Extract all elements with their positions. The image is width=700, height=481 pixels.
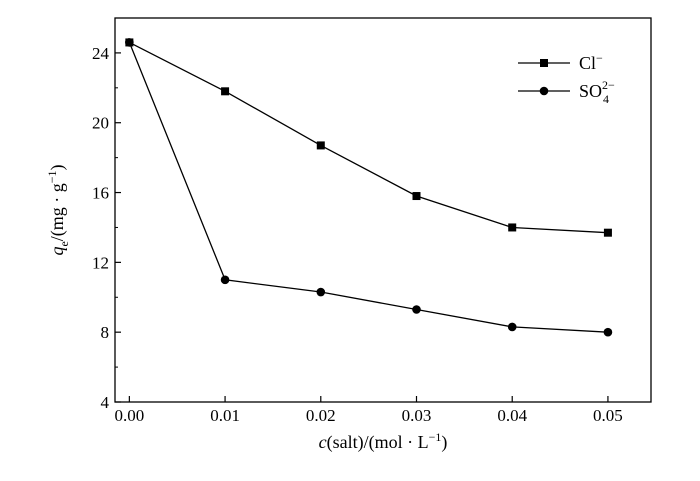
x-tick-label: 0.00 (114, 406, 144, 425)
legend: Cl− SO42− (518, 51, 615, 106)
data-point-so4 (316, 287, 326, 297)
legend-label-cl: Cl− (579, 51, 603, 73)
series-line-so4 (128, 42, 608, 333)
series-layer (125, 38, 613, 337)
data-point-so4 (220, 275, 230, 285)
y-tick-label: 20 (92, 114, 109, 133)
y-axis-ticks: 4 8 12 16 20 24 (92, 17, 121, 412)
legend-marker-so4 (539, 86, 549, 96)
data-point-cl (508, 223, 517, 232)
data-point-cl (221, 87, 230, 96)
data-point-cl (603, 228, 612, 237)
x-tick-label: 0.04 (497, 406, 527, 425)
y-tick-label: 24 (92, 44, 110, 63)
series-line-cl (129, 41, 608, 234)
y-axis-label: qe/(mg · g−1) (45, 164, 71, 255)
data-point-so4 (125, 38, 134, 47)
legend-marker-cl (540, 59, 548, 67)
x-tick-label: 0.05 (593, 406, 623, 425)
y-tick-label: 8 (101, 323, 110, 342)
x-axis-label: c(salt)/(mol · L−1) (319, 430, 448, 453)
x-tick-label: 0.03 (402, 406, 432, 425)
y-tick-label: 12 (92, 253, 109, 272)
plot-frame (114, 17, 652, 403)
x-axis-ticks: 0.00 0.01 0.02 0.03 0.04 0.05 (114, 396, 623, 425)
data-point-cl (412, 192, 421, 201)
y-tick-label: 16 (92, 184, 109, 203)
data-point-cl (316, 141, 325, 150)
data-point-so4 (507, 322, 517, 332)
legend-label-so4: SO42− (579, 78, 615, 106)
x-tick-label: 0.01 (210, 406, 240, 425)
x-tick-label: 0.02 (306, 406, 336, 425)
data-point-so4 (603, 327, 613, 337)
data-point-so4 (412, 305, 421, 314)
y-tick-label: 4 (101, 393, 110, 412)
